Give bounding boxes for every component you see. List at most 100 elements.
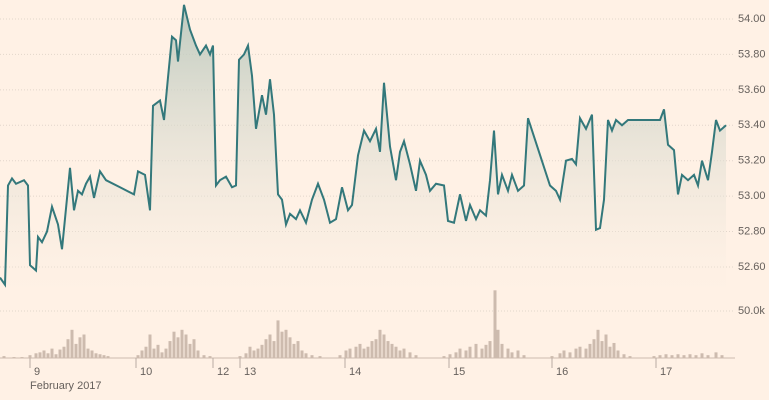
- volume-bar: [288, 337, 292, 358]
- volume-bar: [464, 350, 468, 358]
- x-tick-label: 12: [217, 366, 229, 378]
- volume-bar: [652, 356, 656, 358]
- volume-bar: [344, 350, 348, 358]
- volume-bar: [86, 348, 90, 358]
- volume-bar: [604, 334, 608, 358]
- volume-bar: [34, 353, 38, 358]
- y-tick-label: 53.40: [738, 119, 766, 131]
- volume-bar: [454, 352, 458, 358]
- volume-bar: [248, 346, 252, 358]
- volume-bar: [622, 354, 626, 358]
- volume-bar: [256, 348, 260, 358]
- volume-bar: [608, 346, 612, 358]
- volume-bar: [370, 341, 374, 358]
- volume-bar: [292, 343, 296, 358]
- x-tick-label: 9: [34, 366, 40, 378]
- volume-bar: [682, 355, 686, 358]
- y-tick-label: 52.80: [738, 225, 766, 237]
- volume-bar: [354, 346, 358, 358]
- volume-bar: [184, 334, 188, 358]
- volume-bar: [596, 329, 600, 358]
- volume-bar: [628, 356, 632, 358]
- volume-bar: [484, 344, 488, 358]
- volume-bar: [296, 341, 300, 358]
- volume-bar: [688, 354, 692, 358]
- y-tick-label: 53.80: [738, 48, 766, 60]
- volume-bar: [180, 329, 184, 358]
- volume-bar: [398, 350, 402, 358]
- volume-bar: [62, 346, 66, 358]
- volume-bar: [506, 348, 510, 358]
- volume-bar: [474, 343, 478, 358]
- volume-bar: [252, 350, 256, 358]
- x-tick-label: 15: [453, 366, 465, 378]
- volume-bar: [658, 355, 662, 358]
- volume-bar: [208, 356, 212, 358]
- volume-bar: [664, 354, 668, 358]
- volume-bar: [500, 343, 504, 358]
- volume-bar: [516, 350, 520, 358]
- volume-bar: [592, 339, 596, 358]
- volume-bar: [276, 320, 280, 358]
- volume-bar: [694, 355, 698, 358]
- volume-bar: [480, 348, 484, 358]
- volume-bar: [94, 353, 98, 358]
- volume-bar: [366, 346, 370, 358]
- volume-bar: [268, 334, 272, 358]
- volume-bar: [176, 337, 180, 358]
- x-tick-label: 17: [660, 366, 672, 378]
- y-tick-label: 50.0k: [738, 305, 765, 317]
- volume-bar: [172, 331, 176, 358]
- volume-bar: [42, 350, 46, 358]
- volume-bar: [192, 339, 196, 358]
- x-tick-label: 14: [349, 366, 361, 378]
- volume-bar: [136, 355, 140, 358]
- y-tick-label: 52.60: [738, 261, 766, 273]
- volume-bar: [706, 355, 710, 358]
- volume-bar: [468, 346, 472, 358]
- volume-bar: [714, 352, 718, 358]
- volume-bar: [284, 329, 288, 358]
- volume-bar: [676, 354, 680, 358]
- volume-bar: [58, 349, 62, 358]
- volume-bar: [338, 355, 342, 358]
- x-tick-label: 16: [556, 366, 568, 378]
- volume-bar: [386, 341, 390, 358]
- volume-bar: [188, 343, 192, 358]
- x-tick-label: 13: [244, 366, 256, 378]
- volume-bar: [362, 348, 366, 358]
- volume-bar: [348, 348, 352, 358]
- volume-bar: [144, 346, 148, 358]
- volume-bar: [238, 356, 242, 358]
- volume-bar: [264, 339, 268, 358]
- volume-bar: [358, 343, 362, 358]
- y-tick-label: 54.00: [738, 13, 766, 25]
- volume-bar: [106, 356, 110, 358]
- volume-bar: [670, 355, 674, 358]
- volume-bar: [260, 344, 264, 358]
- volume-bar: [98, 354, 102, 358]
- volume-bar: [408, 352, 412, 358]
- volume-bar: [202, 355, 206, 358]
- volume-bar: [74, 343, 78, 358]
- volume-bar: [196, 350, 200, 358]
- volume-bar: [2, 356, 6, 358]
- volume-bar: [442, 356, 446, 358]
- volume-bar: [378, 329, 382, 358]
- volume-bar: [168, 341, 172, 358]
- volume-bar: [140, 350, 144, 358]
- volume-bar: [300, 350, 304, 358]
- volume-bar: [164, 348, 168, 358]
- volume-bar: [458, 348, 462, 358]
- volume-bar: [374, 339, 378, 358]
- volume-bar: [82, 334, 86, 358]
- volume-bar: [50, 348, 54, 358]
- volume-bar: [70, 329, 74, 358]
- volume-bar: [102, 355, 106, 358]
- volume-bar: [382, 334, 386, 358]
- volume-bar: [578, 346, 582, 358]
- volume-bar: [414, 355, 418, 358]
- volume-bar: [244, 353, 248, 358]
- volume-bar: [156, 344, 160, 358]
